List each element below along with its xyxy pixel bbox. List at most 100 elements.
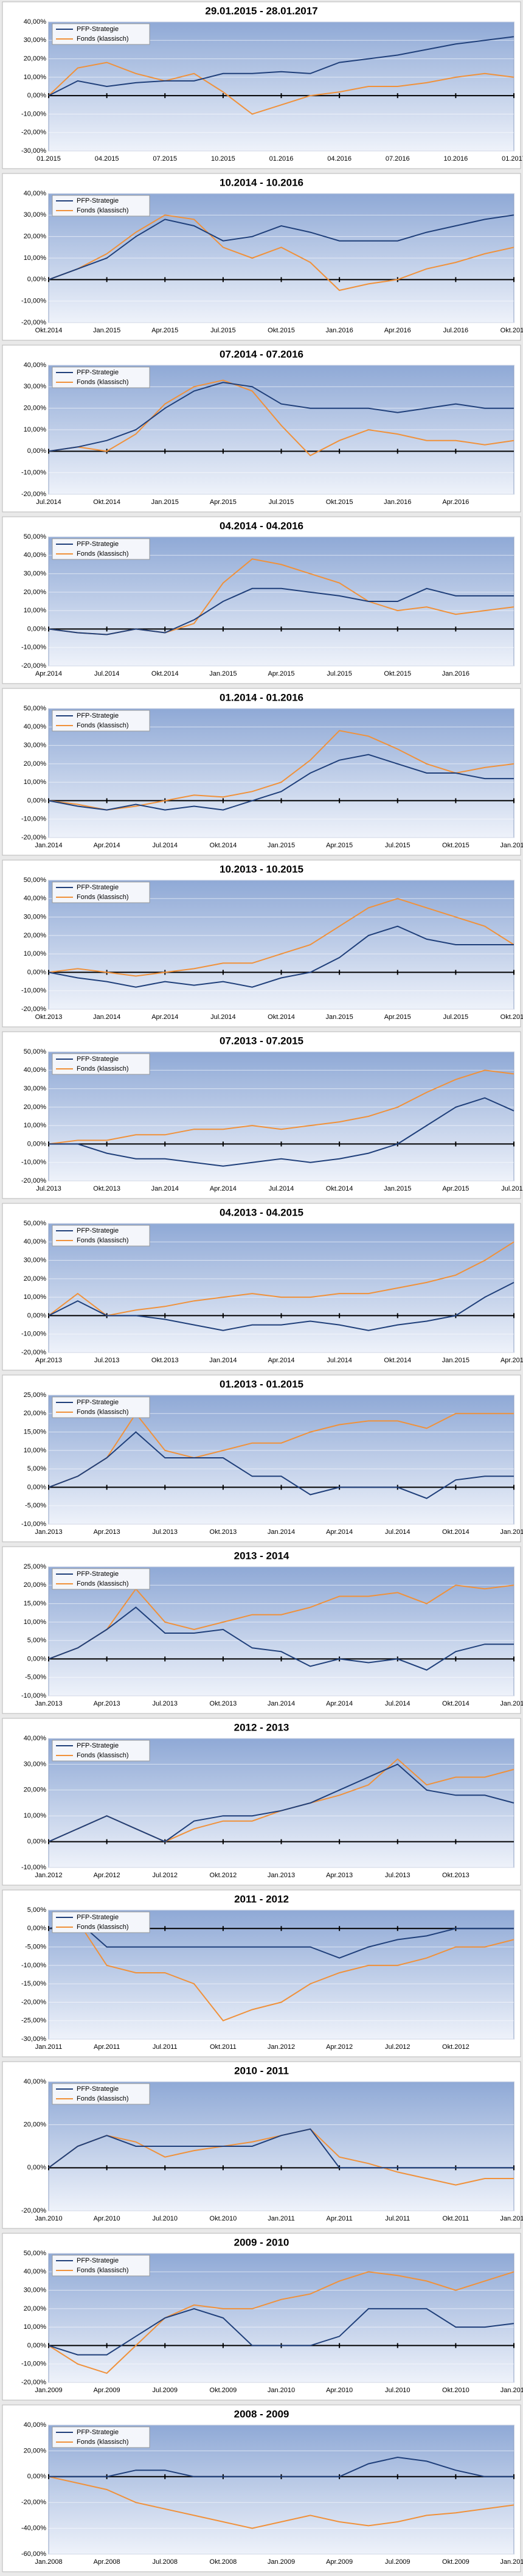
y-tick-label: -10,00% bbox=[21, 2361, 46, 2368]
x-tick-label: Jan.2010 bbox=[35, 2215, 62, 2222]
x-tick-label: Apr.2014 bbox=[268, 1357, 294, 1364]
x-tick-label: Okt.2009 bbox=[442, 2558, 469, 2566]
y-tick-label: 10,00% bbox=[24, 1619, 47, 1626]
legend-label: PFP-Strategie bbox=[77, 1399, 119, 1406]
y-tick-label: -30,00% bbox=[21, 147, 46, 155]
y-tick-label: 30,00% bbox=[24, 2286, 47, 2294]
y-tick-label: 40,00% bbox=[24, 551, 47, 559]
legend bbox=[52, 2083, 150, 2105]
y-tick-label: -20,00% bbox=[21, 1177, 46, 1185]
series-line bbox=[48, 2128, 514, 2169]
x-tick-label: Jul.2012 bbox=[385, 2043, 410, 2051]
y-tick-label: 20,00% bbox=[24, 405, 47, 412]
chart-title: 2011 - 2012 bbox=[234, 1893, 289, 1905]
x-tick-label: Jul.2015 bbox=[327, 670, 352, 677]
x-tick-label: 01.2016 bbox=[269, 155, 294, 163]
x-tick-label: Apr.2013 bbox=[94, 1528, 120, 1536]
y-tick-label: 40,00% bbox=[24, 2078, 47, 2085]
x-tick-label: Jul.2013 bbox=[152, 1700, 178, 1707]
y-tick-label: 15,00% bbox=[24, 1428, 47, 1435]
y-tick-label: 10,00% bbox=[24, 2323, 47, 2331]
x-tick-label: 01.2015 bbox=[36, 155, 61, 163]
x-tick-label: Apr.2010 bbox=[326, 2387, 353, 2394]
chart-title: 2012 - 2013 bbox=[234, 1721, 289, 1733]
legend-label: Fonds (klassisch) bbox=[77, 1409, 129, 1416]
y-tick-label: 0,00% bbox=[27, 2164, 46, 2171]
series-line bbox=[48, 1584, 514, 1660]
y-tick-label: 0,00% bbox=[27, 625, 46, 632]
x-tick-label: Jul.2015 bbox=[210, 327, 236, 334]
x-tick-label: Jan.2014 bbox=[151, 1185, 179, 1192]
y-tick-label: 40,00% bbox=[24, 895, 47, 902]
x-tick-label: Jan.2012 bbox=[500, 2215, 523, 2222]
y-tick-label: 5,00% bbox=[27, 1906, 46, 1914]
y-tick-label: 40,00% bbox=[24, 362, 47, 369]
y-tick-label: 20,00% bbox=[24, 2447, 47, 2454]
legend-label: Fonds (klassisch) bbox=[77, 379, 129, 386]
legend-label: PFP-Strategie bbox=[77, 2429, 119, 2436]
y-tick-label: 5,00% bbox=[27, 1637, 46, 1644]
legend bbox=[52, 538, 150, 560]
series-line bbox=[48, 1282, 514, 1331]
series-line bbox=[48, 925, 514, 988]
y-tick-label: 50,00% bbox=[24, 705, 47, 712]
y-tick-label: -10,00% bbox=[21, 469, 46, 477]
chart-title: 01.2013 - 01.2015 bbox=[220, 1378, 303, 1390]
x-tick-label: Jan.2016 bbox=[384, 499, 411, 506]
y-tick-label: 50,00% bbox=[24, 877, 47, 884]
y-tick-label: 50,00% bbox=[24, 1048, 47, 1055]
y-tick-label: 40,00% bbox=[24, 190, 47, 197]
series-line bbox=[48, 587, 514, 635]
y-tick-label: 10,00% bbox=[24, 950, 47, 957]
x-tick-label: Okt.2013 bbox=[210, 1700, 237, 1707]
x-tick-label: Apr.2015 bbox=[500, 1357, 523, 1364]
x-tick-label: Jan.2010 bbox=[500, 2558, 523, 2566]
x-tick-label: Jul.2011 bbox=[385, 2215, 410, 2222]
y-tick-label: 30,00% bbox=[24, 570, 47, 577]
x-tick-label: Apr.2010 bbox=[94, 2215, 120, 2222]
series-line bbox=[48, 2476, 514, 2529]
legend-label: Fonds (klassisch) bbox=[77, 207, 129, 214]
x-tick-label: Okt.2008 bbox=[210, 2558, 237, 2566]
legend-label: PFP-Strategie bbox=[77, 197, 119, 205]
series-line bbox=[49, 2456, 514, 2477]
series-line bbox=[48, 1431, 514, 1499]
x-tick-label: Jul.2015 bbox=[501, 1185, 523, 1192]
x-tick-label: Jan.2015 bbox=[325, 1013, 353, 1021]
x-tick-label: Apr.2013 bbox=[326, 1872, 353, 1879]
chart-title: 2008 - 2009 bbox=[234, 2408, 289, 2420]
y-tick-label: -20,00% bbox=[21, 1349, 46, 1356]
x-tick-label: Okt.2011 bbox=[442, 2215, 469, 2222]
legend bbox=[52, 1568, 150, 1590]
x-tick-label: Apr.2009 bbox=[326, 2558, 353, 2566]
x-tick-label: Jan.2012 bbox=[35, 1872, 62, 1879]
x-tick-label: Okt.2015 bbox=[268, 327, 295, 334]
legend bbox=[52, 1053, 150, 1075]
x-tick-label: Apr.2008 bbox=[94, 2558, 120, 2566]
y-tick-label: 5,00% bbox=[27, 1465, 46, 1472]
y-tick-label: -30,00% bbox=[21, 2035, 46, 2043]
y-tick-label: -10,00% bbox=[21, 1692, 46, 1699]
x-tick-label: Jul.2014 bbox=[327, 1357, 352, 1364]
y-tick-label: 30,00% bbox=[24, 383, 47, 390]
y-tick-label: 30,00% bbox=[24, 37, 47, 44]
y-tick-label: 50,00% bbox=[24, 2250, 47, 2257]
y-tick-label: 10,00% bbox=[24, 74, 47, 81]
y-tick-label: 0,00% bbox=[27, 276, 46, 283]
legend-label: PFP-Strategie bbox=[77, 1914, 119, 1921]
y-tick-label: 10,00% bbox=[24, 607, 47, 614]
x-tick-label: Jan.2013 bbox=[35, 1528, 62, 1536]
legend bbox=[52, 1911, 150, 1933]
y-tick-label: -20,00% bbox=[21, 319, 46, 326]
legend bbox=[52, 195, 150, 217]
x-tick-label: Jul.2013 bbox=[152, 1528, 178, 1536]
x-tick-label: Jul.2010 bbox=[385, 2387, 410, 2394]
chart-title: 10.2014 - 10.2016 bbox=[220, 177, 303, 188]
y-tick-label: 0,00% bbox=[27, 968, 46, 976]
legend-label: Fonds (klassisch) bbox=[77, 1752, 129, 1759]
x-tick-label: Apr.2015 bbox=[151, 327, 178, 334]
y-tick-label: 0,00% bbox=[27, 797, 46, 804]
x-tick-label: Jul.2012 bbox=[152, 1872, 178, 1879]
legend-label: Fonds (klassisch) bbox=[77, 550, 129, 558]
x-tick-label: Jan.2014 bbox=[268, 1528, 295, 1536]
